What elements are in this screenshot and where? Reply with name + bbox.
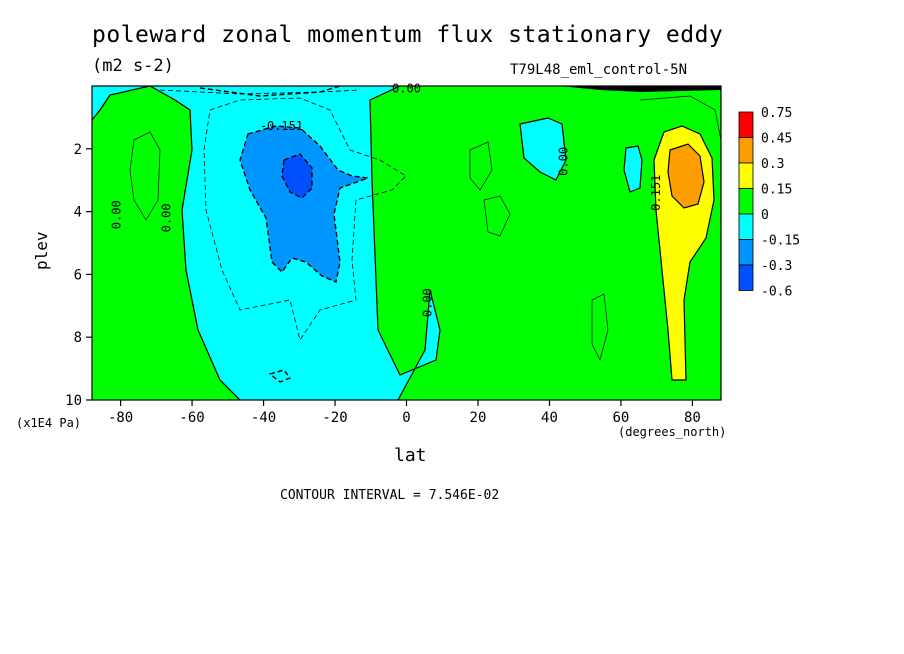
x-tick-label: 20 xyxy=(470,410,487,426)
contour-positive-line xyxy=(639,95,721,141)
y-axis-label: plev xyxy=(32,231,51,270)
colorbar-label: 0.45 xyxy=(761,132,792,147)
chart-title: poleward zonal momentum flux stationary … xyxy=(92,22,724,48)
x-tick-label: -20 xyxy=(322,410,347,426)
colorbar-label: -0.6 xyxy=(761,285,792,300)
colorbar-swatch xyxy=(738,213,754,240)
colorbar-swatch xyxy=(738,264,754,291)
contour-zero-line xyxy=(623,145,643,193)
contour-label: 0.00 xyxy=(421,288,435,317)
colorbar-swatch xyxy=(738,188,754,215)
region-negative-weak-left xyxy=(92,86,150,120)
contour-negative-line xyxy=(203,97,407,341)
contour-zero-line xyxy=(92,86,151,121)
colorbar-label: 0 xyxy=(761,208,769,223)
x-tick-label: -60 xyxy=(179,410,204,426)
colorbar-swatch xyxy=(738,239,754,266)
colorbar: 0.75 0.45 0.3 0.15 0 -0.15 -0.3 -0.6 xyxy=(738,106,800,300)
contour-positive-line xyxy=(653,125,715,381)
contour-zero-line xyxy=(149,86,241,400)
x-tick-label: 80 xyxy=(684,410,701,426)
contour-positive-line xyxy=(591,293,609,361)
contour-label: 0.151 xyxy=(649,175,663,211)
y-tick-label: 4 xyxy=(74,205,82,221)
colorbar-swatch xyxy=(738,111,754,138)
contour-lines xyxy=(92,86,721,400)
y-tick-label: 2 xyxy=(74,142,82,158)
y-tick-label: 6 xyxy=(74,267,82,283)
y-tick-label: 8 xyxy=(74,330,82,346)
contour-positive-line xyxy=(129,131,161,221)
x-tick-label: 40 xyxy=(541,410,558,426)
colorbar-label: 0.3 xyxy=(761,157,784,172)
x-axis-label: lat xyxy=(394,445,427,466)
contour-positive-line xyxy=(469,141,493,191)
region-positive-high xyxy=(668,144,704,208)
contour-label: 0.00 xyxy=(392,81,421,95)
contour-label: -0.151 xyxy=(260,119,303,133)
x-tick-label: -40 xyxy=(251,410,276,426)
contour-negative-line xyxy=(268,369,292,383)
contour-label: 0.00 xyxy=(110,200,124,229)
contour-negative-line xyxy=(281,153,313,199)
region-negative-weak xyxy=(92,86,440,400)
contour-negative-line xyxy=(199,86,341,97)
region-negative-weak-arctic xyxy=(624,146,642,192)
region-negative-mid xyxy=(240,126,368,282)
x-tick-label: 60 xyxy=(613,410,630,426)
contour-zero-line xyxy=(519,117,567,181)
plot-area xyxy=(92,86,721,400)
y-tick-label: 10 xyxy=(65,393,82,409)
contour-negative-line xyxy=(159,89,361,95)
region-top-strip xyxy=(560,86,721,92)
contour-negative-line xyxy=(239,125,369,283)
y-axis: 2 4 6 8 10 xyxy=(65,142,92,409)
x-axis-units: (degrees_north) xyxy=(618,425,727,439)
contour-zero-line xyxy=(369,86,441,400)
colorbar-label: -0.15 xyxy=(761,234,800,249)
colorbar-swatch xyxy=(738,137,754,164)
dataset-label: T79L48_eml_control-5N xyxy=(510,62,688,78)
y-axis-units: (x1E4 Pa) xyxy=(16,416,82,430)
contour-label: 0.00 xyxy=(160,203,174,232)
contour-label: 0.00 xyxy=(556,147,570,176)
colorbar-label: 0.75 xyxy=(761,106,792,121)
contour-positive-line xyxy=(483,195,511,237)
x-axis: -80 -60 -40 -20 0 20 40 60 80 xyxy=(108,400,701,426)
region-negative-strong xyxy=(282,154,312,198)
contour-positive-line xyxy=(667,143,705,209)
colorbar-swatch xyxy=(738,162,754,189)
x-tick-label: 0 xyxy=(402,410,410,426)
chart-units: (m2 s-2) xyxy=(92,56,174,76)
colorbar-label: 0.15 xyxy=(761,183,792,198)
colorbar-label: -0.3 xyxy=(761,259,792,274)
x-tick-label: -80 xyxy=(108,410,133,426)
contour-labels: 0.00 0.00 -0.151 0.00 0.00 0.00 0.151 xyxy=(110,81,664,317)
contour-negative-lines xyxy=(159,86,407,383)
contour-interval: CONTOUR INTERVAL = 7.546E-02 xyxy=(280,488,500,503)
